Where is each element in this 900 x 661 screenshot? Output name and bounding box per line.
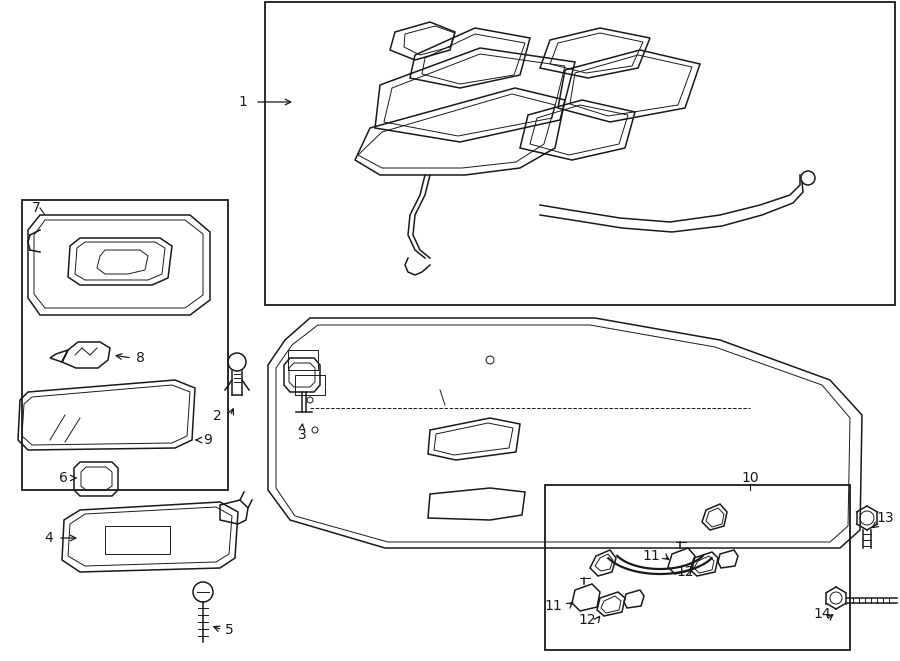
Text: 11: 11 <box>544 599 562 613</box>
Text: 6: 6 <box>59 471 68 485</box>
Text: 7: 7 <box>32 201 40 215</box>
Bar <box>295 375 325 395</box>
Bar <box>105 526 170 554</box>
Bar <box>545 485 850 650</box>
Bar <box>265 2 895 305</box>
Text: 2: 2 <box>213 409 222 423</box>
Text: 3: 3 <box>298 428 306 442</box>
Text: 4: 4 <box>44 531 53 545</box>
Text: 12: 12 <box>676 565 694 579</box>
Text: 8: 8 <box>136 351 145 365</box>
Text: 5: 5 <box>225 623 234 637</box>
Text: 14: 14 <box>814 607 831 621</box>
Text: 9: 9 <box>203 433 212 447</box>
Bar <box>288 350 318 370</box>
Text: 12: 12 <box>578 613 596 627</box>
Text: 13: 13 <box>876 511 894 525</box>
Text: 10: 10 <box>742 471 759 485</box>
Text: 1: 1 <box>238 95 247 109</box>
Text: 11: 11 <box>643 549 660 563</box>
Bar <box>22 200 228 490</box>
